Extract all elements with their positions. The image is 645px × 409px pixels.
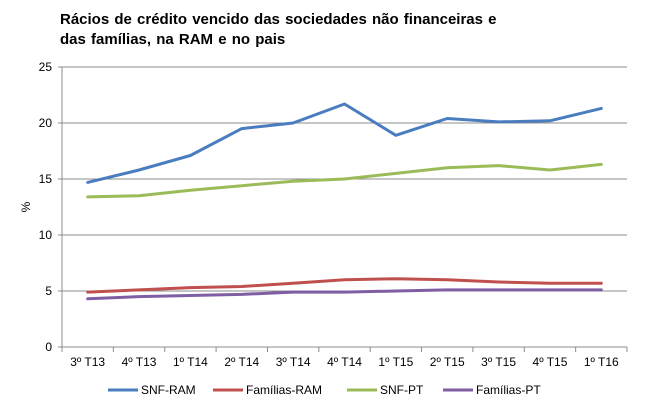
series-line-snf-ram bbox=[86, 102, 603, 184]
chart-title-line-2: das famílias, na RAM e no pais bbox=[60, 31, 286, 48]
y-tick-label: 25 bbox=[39, 60, 53, 74]
legend-label: SNF-PT bbox=[380, 383, 424, 397]
x-tick-label: 1º T16 bbox=[584, 355, 619, 369]
chart-title-line-1: Rácios de crédito vencido das sociedades… bbox=[60, 11, 497, 28]
axes bbox=[58, 66, 628, 352]
x-tick-label: 4º T15 bbox=[533, 355, 568, 369]
y-tick-label: 10 bbox=[39, 228, 53, 242]
series-line-fam-lias-pt bbox=[86, 288, 603, 301]
legend: SNF-RAM Famílias-RAM SNF-PT Famílias-PT bbox=[108, 383, 541, 397]
y-tick-label: 15 bbox=[39, 172, 53, 186]
y-tick-labels: 0 5 10 15 20 25 bbox=[39, 60, 53, 354]
x-tick-label: 1º T14 bbox=[173, 355, 208, 369]
x-tick-label: 2º T14 bbox=[224, 355, 259, 369]
x-tick-label: 3º T15 bbox=[481, 355, 516, 369]
x-tick-label: 4º T13 bbox=[122, 355, 157, 369]
x-tick-label: 2º T15 bbox=[430, 355, 465, 369]
y-tick-label: 0 bbox=[45, 340, 52, 354]
chart-title: Rácios de crédito vencido das sociedades… bbox=[60, 10, 580, 50]
y-tick-label: 20 bbox=[39, 116, 53, 130]
legend-label: SNF-RAM bbox=[141, 383, 196, 397]
x-tick-labels: 3º T13 4º T13 1º T14 2º T14 3º T14 4º T14 1º T… bbox=[70, 355, 619, 369]
series-lines bbox=[86, 102, 603, 301]
y-tick-label: 5 bbox=[45, 284, 52, 298]
y-axis-label: % bbox=[19, 201, 33, 212]
x-tick-label: 3º T13 bbox=[70, 355, 105, 369]
legend-label: Famílias-PT bbox=[476, 383, 541, 397]
legend-label: Famílias-RAM bbox=[246, 383, 322, 397]
series-line-fam-lias-ram bbox=[86, 277, 603, 294]
series-line-snf-pt bbox=[86, 162, 603, 199]
x-tick-label: 4º T14 bbox=[327, 355, 362, 369]
x-tick-label: 3º T14 bbox=[276, 355, 311, 369]
x-tick-label: 1º T15 bbox=[378, 355, 413, 369]
